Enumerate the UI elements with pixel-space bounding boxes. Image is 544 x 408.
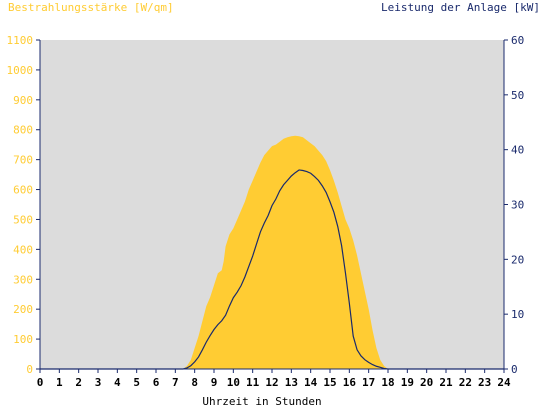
left-axis-title: Bestrahlungsstärke [W/qm] bbox=[8, 1, 174, 14]
ticks-layer: 0100200300400500600700800900100011000102… bbox=[7, 34, 525, 389]
x-tick-label: 23 bbox=[478, 376, 491, 389]
x-tick-label: 15 bbox=[323, 376, 336, 389]
x-tick-label: 22 bbox=[459, 376, 472, 389]
x-tick-label: 2 bbox=[75, 376, 82, 389]
x-tick-label: 18 bbox=[381, 376, 394, 389]
left-tick-label: 200 bbox=[13, 303, 33, 316]
x-tick-label: 21 bbox=[439, 376, 453, 389]
left-tick-label: 500 bbox=[13, 213, 33, 226]
x-tick-label: 0 bbox=[37, 376, 44, 389]
series-layer bbox=[40, 135, 504, 370]
power-line bbox=[40, 169, 504, 370]
x-tick-label: 19 bbox=[401, 376, 414, 389]
left-tick-label: 100 bbox=[13, 333, 33, 346]
x-tick-label: 5 bbox=[133, 376, 140, 389]
left-tick-label: 900 bbox=[13, 94, 33, 107]
x-tick-label: 20 bbox=[420, 376, 433, 389]
x-tick-label: 14 bbox=[304, 376, 318, 389]
x-tick-label: 17 bbox=[362, 376, 375, 389]
right-tick-label: 0 bbox=[511, 363, 518, 376]
x-tick-label: 12 bbox=[265, 376, 278, 389]
right-tick-label: 30 bbox=[511, 199, 524, 212]
left-tick-label: 1000 bbox=[7, 64, 34, 77]
right-tick-label: 20 bbox=[511, 253, 524, 266]
x-axis-title: Uhrzeit in Stunden bbox=[202, 395, 321, 408]
x-tick-label: 1 bbox=[56, 376, 63, 389]
x-tick-label: 7 bbox=[172, 376, 179, 389]
right-axis-title: Leistung der Anlage [kW] bbox=[381, 1, 540, 14]
x-tick-label: 10 bbox=[227, 376, 240, 389]
x-tick-label: 3 bbox=[95, 376, 102, 389]
irradiance-area bbox=[40, 135, 504, 369]
right-tick-label: 60 bbox=[511, 34, 524, 47]
left-tick-label: 400 bbox=[13, 243, 33, 256]
left-tick-label: 300 bbox=[13, 273, 33, 286]
x-tick-label: 13 bbox=[285, 376, 298, 389]
x-tick-label: 16 bbox=[343, 376, 357, 389]
left-tick-label: 700 bbox=[13, 154, 33, 167]
x-tick-label: 8 bbox=[191, 376, 198, 389]
right-tick-label: 10 bbox=[511, 308, 524, 321]
x-tick-label: 6 bbox=[153, 376, 160, 389]
right-tick-label: 50 bbox=[511, 89, 524, 102]
left-tick-label: 600 bbox=[13, 184, 33, 197]
right-tick-label: 40 bbox=[511, 144, 524, 157]
x-tick-label: 4 bbox=[114, 376, 121, 389]
x-tick-label: 11 bbox=[246, 376, 260, 389]
left-tick-label: 1100 bbox=[7, 34, 34, 47]
x-tick-label: 24 bbox=[497, 376, 511, 389]
left-tick-label: 0 bbox=[26, 363, 33, 376]
x-tick-label: 9 bbox=[211, 376, 218, 389]
left-tick-label: 800 bbox=[13, 124, 33, 137]
